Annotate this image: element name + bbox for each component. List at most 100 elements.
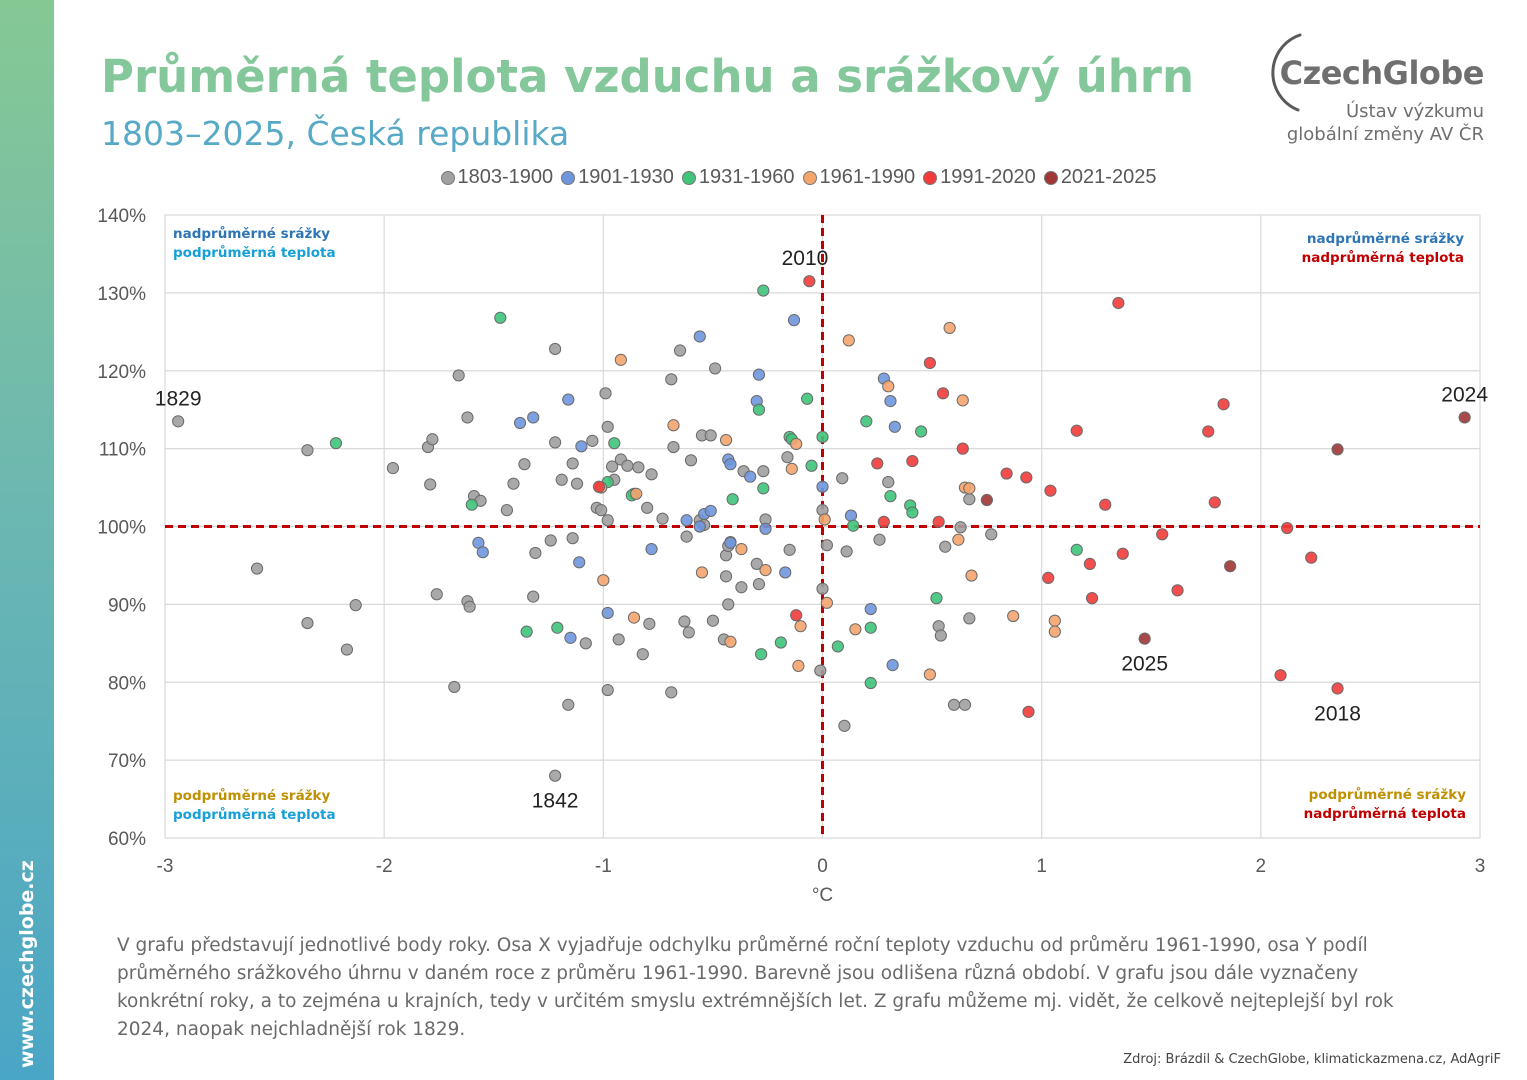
data-point-1991-2020	[1020, 471, 1033, 484]
y-tick-label: 110%	[99, 440, 146, 461]
data-point-1803-1900	[750, 557, 763, 570]
legend-marker	[923, 170, 938, 185]
data-point-1901-1930	[744, 470, 757, 483]
y-tick-label: 60%	[108, 829, 146, 850]
year-annotation-1829: 1829	[155, 387, 202, 410]
data-point-1961-1990	[963, 482, 976, 495]
data-point-1931-1960	[757, 284, 770, 297]
legend-marker	[440, 170, 455, 185]
data-point-1803-1900	[954, 521, 967, 534]
data-point-1803-1900	[250, 562, 264, 575]
data-point-1803-1900	[386, 461, 400, 475]
quadrant-label-top-right-2: nadprůměrná teplota	[1302, 249, 1464, 266]
data-point-1803-1900	[757, 465, 770, 478]
data-point-1991-2020	[1042, 571, 1055, 584]
data-point-1803-1900	[709, 362, 722, 375]
scatter-chart: 60% 70% 80% 90% 100% 110% 120% 130% 140% -3 -2 -1 0 1…	[97, 206, 1488, 906]
legend-label: 1931-1960	[698, 166, 795, 188]
y-tick-label: 130%	[97, 284, 146, 305]
data-point-1901-1930	[680, 514, 693, 527]
data-point-1991-2020	[1171, 584, 1184, 597]
legend-item: 1803-1900	[440, 166, 554, 189]
data-point-2021-2025	[1458, 411, 1471, 424]
legend-item: 1961-1990	[802, 166, 915, 189]
legend-item: 2021-2025	[1043, 166, 1156, 189]
data-point-1901-1930	[704, 504, 717, 518]
data-point-1901-1930	[601, 606, 614, 620]
data-point-1991-2020	[1331, 682, 1344, 695]
data-point-1803-1900	[570, 477, 584, 490]
data-point-1803-1900	[301, 616, 314, 630]
data-point-1991-2020	[803, 275, 816, 288]
data-point-1991-2020	[1305, 551, 1318, 564]
data-point-1961-1990	[965, 569, 978, 582]
data-point-1931-1960	[831, 640, 844, 653]
data-point-1803-1900	[349, 599, 362, 612]
data-point-1803-1900	[566, 532, 579, 545]
logo-subtitle-line2: globální změny AV ČR	[1286, 124, 1484, 145]
data-point-1901-1930	[513, 416, 527, 430]
data-point-1803-1900	[595, 504, 608, 517]
year-annotation-1842: 1842	[532, 790, 579, 813]
quadrant-label-bottom-left-2: podprůměrná teplota	[173, 806, 336, 823]
data-point-1803-1900	[673, 344, 687, 357]
data-point-1931-1960	[816, 430, 829, 444]
data-point-1803-1900	[816, 582, 829, 595]
data-point-1901-1930	[562, 393, 575, 406]
data-point-1961-1990	[794, 620, 807, 633]
data-point-1803-1900	[452, 369, 465, 382]
data-point-1803-1900	[632, 461, 645, 474]
data-point-1961-1990	[818, 513, 831, 526]
data-point-1991-2020	[1208, 496, 1221, 509]
data-point-1803-1900	[636, 648, 649, 661]
data-point-1901-1930	[759, 522, 772, 535]
data-point-1961-1990	[785, 462, 798, 475]
data-point-1803-1900	[461, 411, 474, 424]
data-point-1961-1990	[597, 574, 610, 587]
data-point-1961-1990	[724, 635, 737, 648]
data-point-1931-1960	[805, 459, 818, 472]
legend-label: 1803-1900	[457, 166, 554, 188]
data-point-1901-1930	[573, 556, 586, 569]
data-point-1803-1900	[939, 540, 952, 553]
data-point-1803-1900	[566, 457, 579, 470]
x-tick-label: 2	[1256, 856, 1267, 877]
data-point-1803-1900	[680, 530, 693, 543]
data-point-1901-1930	[564, 631, 577, 644]
legend-marker	[681, 170, 696, 185]
data-point-1803-1900	[601, 420, 614, 433]
data-point-1931-1960	[884, 490, 897, 503]
data-point-1803-1900	[549, 769, 562, 782]
quadrant-label-bottom-right-1: podprůměrné srážky	[1309, 786, 1467, 803]
data-point-1931-1960	[847, 519, 860, 532]
y-tick-label: 70%	[108, 751, 146, 772]
data-point-1931-1960	[860, 415, 873, 428]
data-point-1961-1990	[952, 533, 965, 546]
x-tick-label: 0	[817, 856, 828, 877]
data-point-1931-1960	[752, 403, 766, 416]
czechglobe-logo: CzechGlobe Ústav výzkumu globální změny …	[1262, 30, 1492, 150]
data-point-1901-1930	[884, 395, 897, 408]
data-point-1961-1990	[759, 564, 772, 577]
x-tick-label: -2	[376, 856, 393, 877]
data-point-1803-1900	[601, 683, 614, 697]
data-point-1803-1900	[752, 578, 766, 591]
quadrant-label-top-left-2: podprůměrná teplota	[173, 244, 336, 261]
data-point-1803-1900	[947, 698, 961, 711]
quadrant-label-top-left-1: nadprůměrné srážky	[173, 225, 330, 242]
data-point-1803-1900	[684, 454, 698, 467]
data-point-2021-2025	[1224, 560, 1237, 573]
data-point-1931-1960	[930, 592, 943, 605]
data-point-1803-1900	[873, 533, 886, 546]
data-point-1803-1900	[586, 434, 599, 447]
quadrant-label-top-right-1: nadprůměrné srážky	[1307, 230, 1464, 247]
data-point-2021-2025	[1331, 443, 1344, 456]
data-point-1803-1900	[562, 698, 575, 711]
data-point-1803-1900	[667, 440, 680, 454]
data-point-1803-1900	[678, 615, 691, 628]
data-point-1991-2020	[1202, 425, 1215, 438]
data-point-1931-1960	[329, 437, 343, 450]
year-annotation-2018: 2018	[1314, 702, 1361, 725]
data-point-1803-1900	[426, 433, 439, 446]
y-tick-label: 100%	[97, 518, 146, 539]
